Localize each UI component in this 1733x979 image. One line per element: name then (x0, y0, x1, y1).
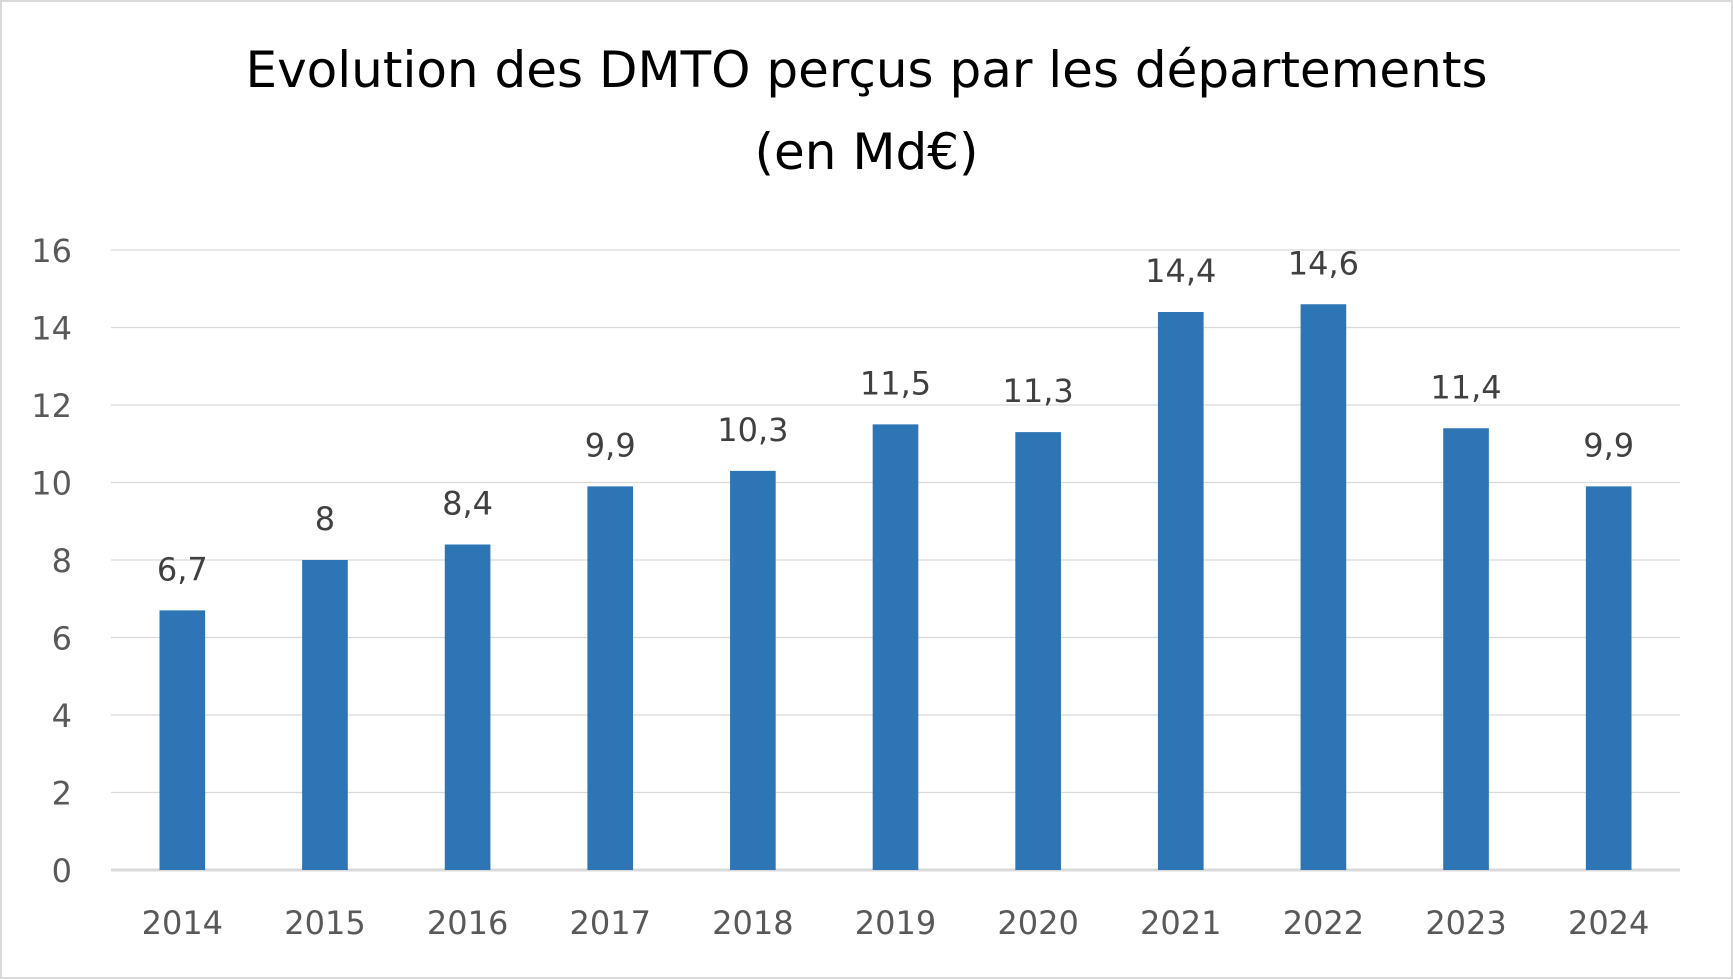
bar-2017 (587, 486, 634, 870)
y-tick-label: 4 (52, 697, 72, 735)
bars (159, 304, 1632, 870)
data-label: 8 (315, 500, 335, 538)
bar-2014 (159, 610, 206, 870)
data-label: 6,7 (157, 550, 208, 588)
y-tick-label: 14 (31, 310, 72, 348)
x-tick-label: 2017 (570, 904, 651, 942)
chart-title-line-1: Evolution des DMTO perçus par les départ… (245, 41, 1488, 99)
chart-title-line-2: (en Md€) (754, 123, 979, 181)
bar-2016 (444, 544, 491, 870)
bar-2015 (302, 560, 348, 870)
y-tick-label: 6 (52, 620, 72, 658)
data-label: 9,9 (585, 426, 636, 464)
x-tick-label: 2023 (1425, 904, 1506, 942)
bar-2022 (1300, 304, 1347, 870)
data-label: 14,4 (1145, 252, 1216, 290)
y-tick-label: 12 (31, 387, 72, 425)
x-tick-label: 2021 (1140, 904, 1221, 942)
bar-2023 (1443, 428, 1489, 870)
data-label: 9,9 (1583, 426, 1634, 464)
data-label: 11,4 (1430, 368, 1501, 406)
x-tick-label: 2018 (712, 904, 793, 942)
x-tick-label: 2024 (1568, 904, 1649, 942)
x-tick-label: 2022 (1283, 904, 1364, 942)
x-tick-label: 2015 (284, 904, 365, 942)
x-tick-label: 2019 (855, 904, 936, 942)
y-tick-label: 10 (31, 465, 72, 503)
data-label: 11,3 (1003, 372, 1074, 410)
x-tick-label: 2020 (997, 904, 1078, 942)
data-label: 11,5 (860, 364, 931, 402)
y-tick-label: 8 (52, 542, 72, 580)
data-label: 8,4 (442, 485, 493, 523)
y-axis-tick-labels: 0 2 4 6 8 10 12 14 16 (31, 232, 72, 890)
x-axis-tick-labels: 2014 2015 2016 2017 2018 2019 2020 2021 2022 2023… (142, 904, 1650, 942)
y-tick-label: 0 (52, 852, 72, 890)
y-tick-label: 16 (31, 232, 72, 270)
data-label: 14,6 (1288, 244, 1359, 282)
data-label: 10,3 (717, 411, 788, 449)
bar-2020 (1015, 432, 1061, 870)
bar-2019 (872, 424, 919, 870)
bar-2024 (1585, 486, 1632, 870)
y-tick-label: 2 (52, 775, 72, 813)
data-labels: 6,7 8 8,4 9,9 10,3 11,5 11,3 14,4 14,6 11,4 9,9 (157, 244, 1634, 588)
x-tick-label: 2016 (427, 904, 508, 942)
bar-2018 (730, 470, 776, 870)
x-tick-label: 2014 (142, 904, 223, 942)
bar-2021 (1157, 312, 1204, 870)
